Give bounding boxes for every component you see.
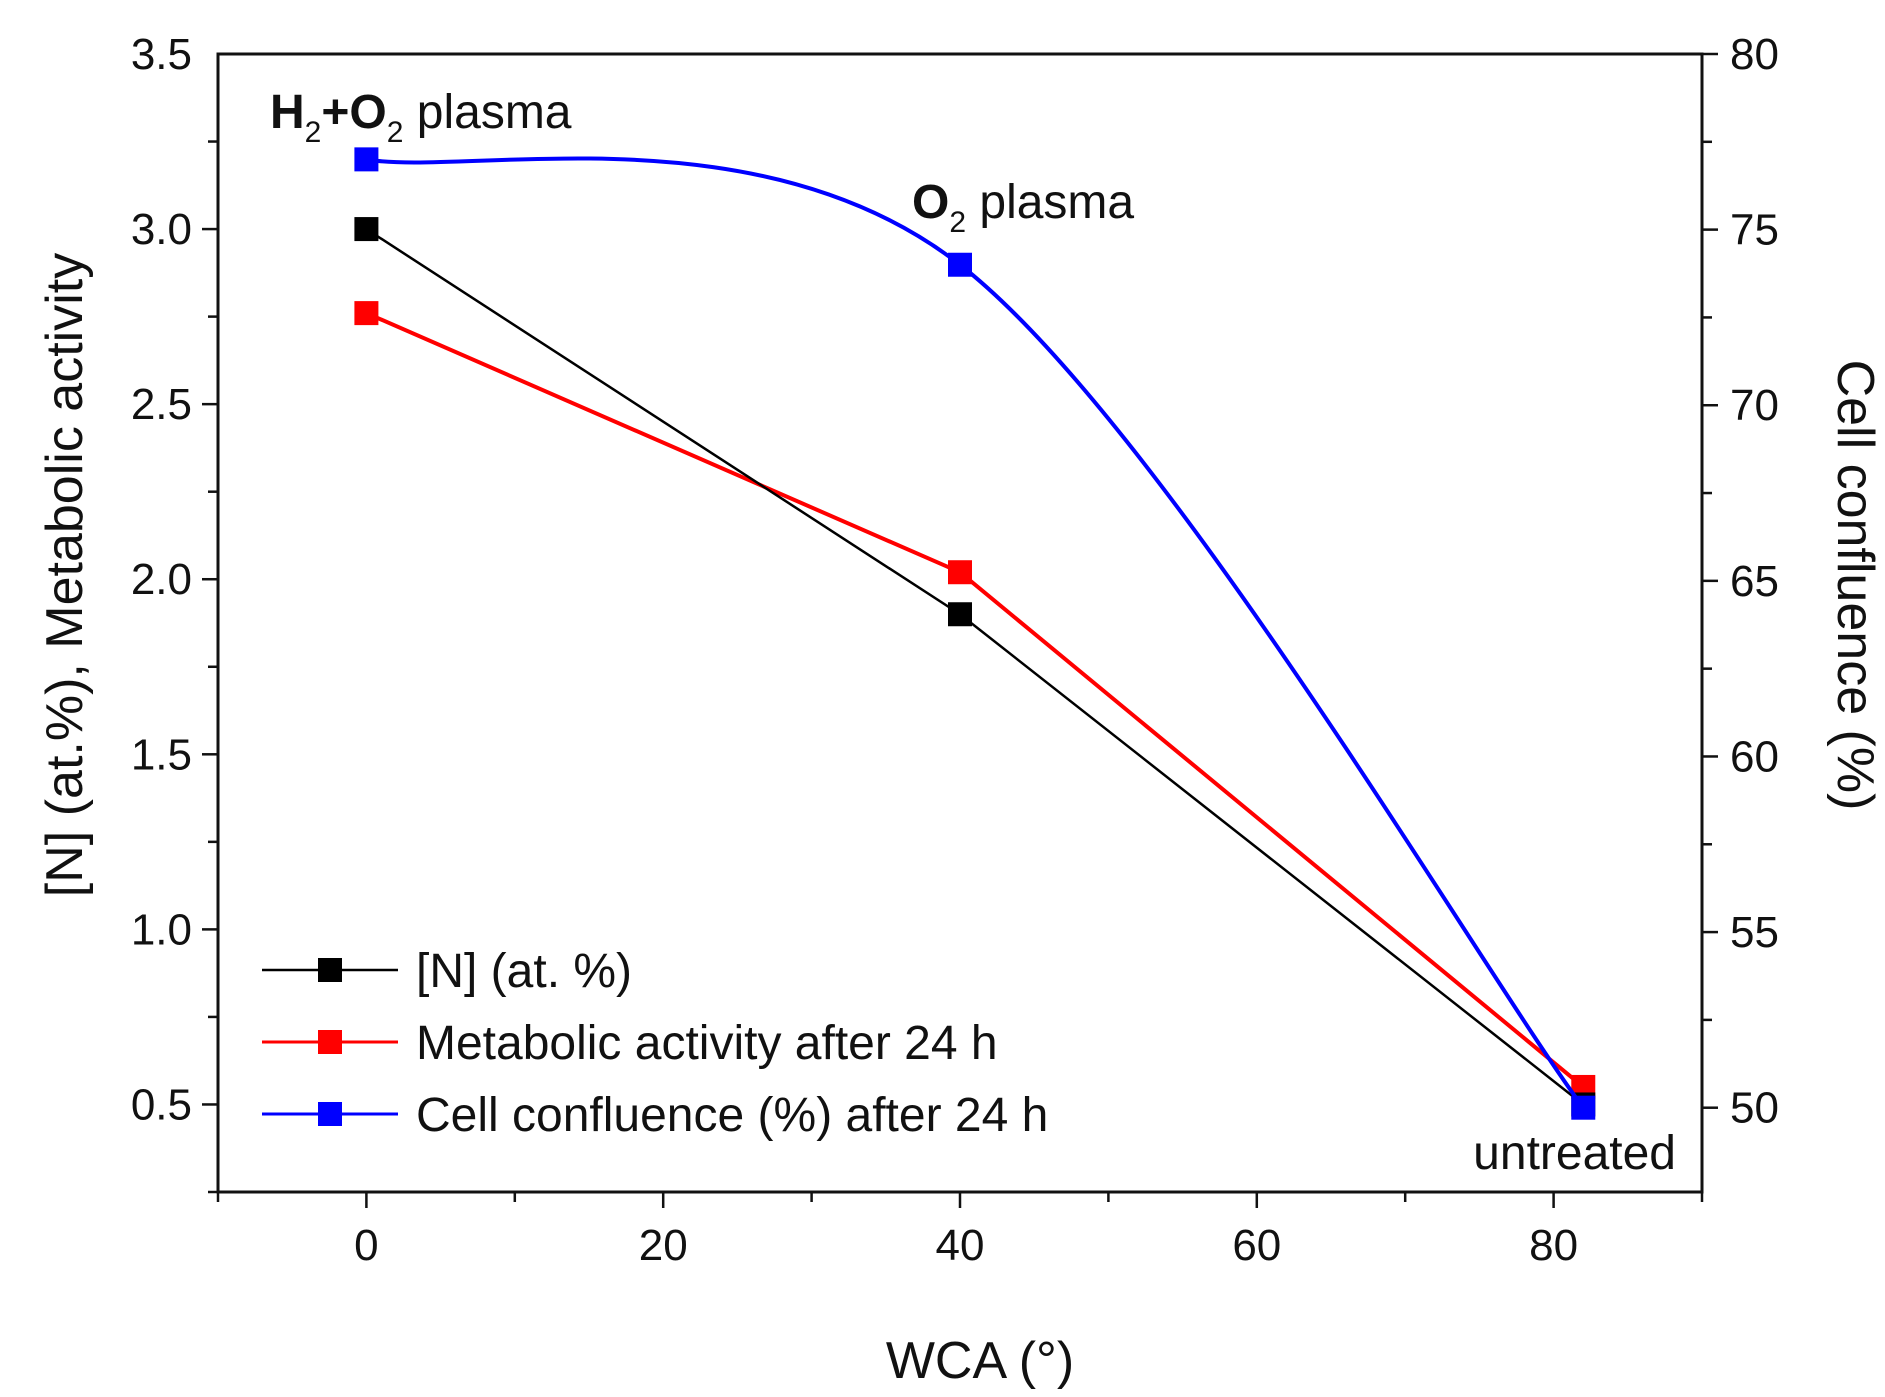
x-tick-label: 0 <box>354 1221 378 1270</box>
legend-label: Cell confluence (%) after 24 h <box>416 1089 1048 1142</box>
x-axis: 0 20 40 60 80 <box>216 1192 1704 1270</box>
x-tick-label: 20 <box>639 1221 688 1270</box>
y-right-tick-label: 80 <box>1730 30 1779 79</box>
series-0-marker <box>354 217 379 242</box>
annotation-o2-rest: plasma <box>966 176 1134 229</box>
annotation-untreated: untreated <box>1473 1127 1676 1180</box>
series-1-marker <box>948 560 972 585</box>
annotation-o2-o: O <box>912 176 949 229</box>
y-axis-right-title: Cell confluence (%) <box>1826 360 1884 811</box>
annotation-h2-plus-o: +O <box>321 86 386 139</box>
series-layer <box>354 147 1596 1120</box>
y-left-tick-label: 2.0 <box>131 555 192 604</box>
legend-marker <box>318 1030 342 1054</box>
series-2-line <box>366 156 1585 1109</box>
y-right-tick-label: 70 <box>1730 381 1779 430</box>
x-tick-label: 60 <box>1232 1221 1281 1270</box>
annotation-h2o2-rest: plasma <box>403 86 571 139</box>
y-axis-left: 0.5 1.0 1.5 2.0 2.5 3.0 3.5 <box>131 30 218 1194</box>
annotation-o2-sub: 2 <box>387 116 404 149</box>
legend-label: Metabolic activity after 24 h <box>416 1017 998 1070</box>
legend-label: [N] (at. %) <box>416 945 632 998</box>
series-1-marker <box>354 301 379 326</box>
x-axis-title: WCA (°) <box>886 1332 1074 1390</box>
y-left-tick-label: 2.5 <box>131 380 192 429</box>
annotation-o2-plasma: O2 plasma <box>912 176 1134 239</box>
x-tick-label: 40 <box>936 1221 985 1270</box>
series-2-marker <box>1571 1095 1596 1120</box>
y-right-tick-label: 75 <box>1730 206 1779 255</box>
y-axis-right: 50 55 60 65 70 75 80 <box>1702 30 1779 1133</box>
annotation-h2-h: H <box>270 86 305 139</box>
series-2-marker <box>948 252 972 277</box>
y-left-tick-label: 3.0 <box>131 205 192 254</box>
annotation-h2-o2-plasma: H2+O2 plasma <box>270 86 572 149</box>
y-right-tick-label: 65 <box>1730 557 1779 606</box>
series-0-marker <box>948 602 972 627</box>
y-left-tick-label: 1.0 <box>131 905 192 954</box>
legend-marker <box>318 1102 342 1126</box>
y-left-tick-label: 0.5 <box>131 1080 192 1129</box>
y-right-tick-label: 55 <box>1730 908 1779 957</box>
y-left-tick-label: 3.5 <box>131 30 192 79</box>
legend: [N] (at. %) Metabolic activity after 24 h… <box>262 945 1048 1142</box>
annotation-o2-o-sub: 2 <box>949 206 966 239</box>
x-tick-label: 80 <box>1529 1221 1578 1270</box>
series-2-marker <box>354 147 379 172</box>
y-axis-left-title: [N] (at.%), Metabolic activity <box>36 253 94 897</box>
y-left-tick-label: 1.5 <box>131 730 192 779</box>
y-right-tick-label: 60 <box>1730 732 1779 781</box>
y-right-tick-label: 50 <box>1730 1084 1779 1133</box>
legend-marker <box>318 958 342 982</box>
annotation-h2-sub: 2 <box>305 116 322 149</box>
